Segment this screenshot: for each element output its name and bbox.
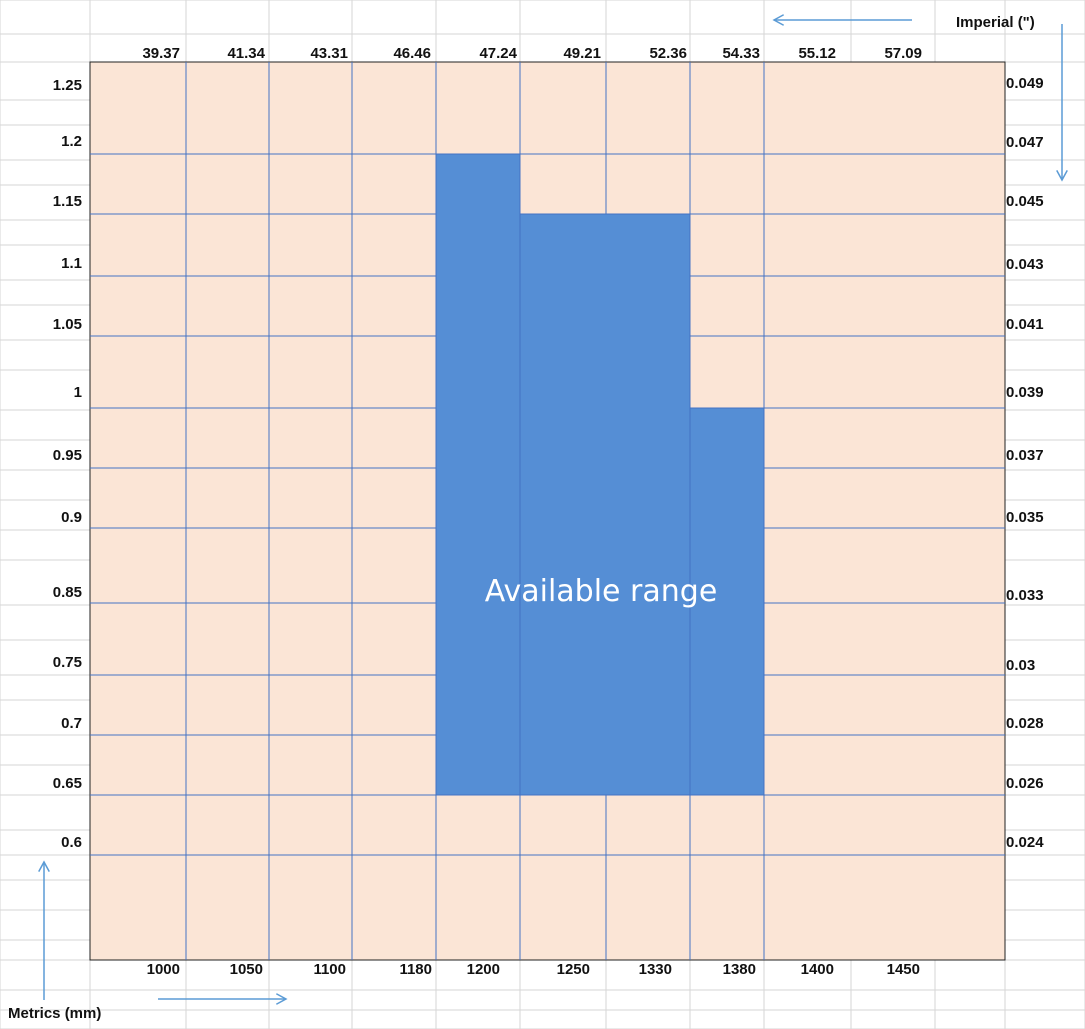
metric-x-tick: 1330: [638, 961, 672, 978]
imperial-x-tick: 39.37: [142, 45, 180, 62]
available-range-label: Available range: [484, 574, 718, 609]
imperial-y-tick: 0.033: [1006, 587, 1044, 604]
imperial-y-tick: 0.047: [1006, 134, 1044, 151]
imperial-down-arrow-head: [1056, 169, 1068, 182]
available-range-fill: [690, 408, 764, 795]
metric-y-tick: 1.15: [52, 193, 82, 210]
imperial-y-tick: 0.026: [1006, 775, 1044, 792]
imperial-x-tick: 43.31: [310, 45, 348, 62]
imperial-x-tick: 47.24: [479, 45, 517, 62]
metric-x-tick: 1400: [800, 961, 834, 978]
imperial-y-tick: 0.028: [1006, 715, 1044, 732]
imperial-y-tick: 0.03: [1006, 657, 1036, 674]
imperial-y-tick: 0.045: [1006, 193, 1044, 210]
metric-y-tick: 0.6: [61, 834, 82, 851]
metric-y-tick: 0.95: [52, 447, 82, 464]
available-range-fill: [436, 154, 520, 795]
metric-y-tick: 1.2: [61, 133, 82, 150]
metric-x-tick: 1100: [313, 961, 346, 978]
imperial-y-tick: 0.043: [1006, 256, 1044, 273]
imperial-y-tick: 0.037: [1006, 447, 1044, 464]
imperial-x-tick: 41.34: [227, 45, 265, 62]
metric-x-tick: 1450: [886, 961, 920, 978]
metric-y-tick: 0.9: [61, 509, 82, 526]
imperial-left-arrow-head: [772, 14, 785, 26]
imperial-y-tick: 0.024: [1006, 834, 1044, 851]
imperial-y-tick: 0.035: [1006, 509, 1044, 526]
available-range-fill: [520, 214, 690, 795]
metrics-axis-title: Metrics (mm): [8, 1005, 102, 1022]
metric-y-tick: 1.1: [61, 255, 82, 272]
imperial-axis-title: Imperial ("): [956, 14, 1035, 31]
metric-x-tick: 1380: [722, 961, 756, 978]
imperial-x-tick: 49.21: [563, 45, 601, 62]
metric-y-tick: 0.7: [61, 715, 82, 732]
imperial-y-tick: 0.041: [1006, 316, 1044, 333]
metric-y-tick: 1.05: [52, 316, 82, 333]
imperial-x-tick: 54.33: [722, 45, 760, 62]
metric-up-arrow-head: [38, 860, 50, 873]
metric-x-tick: 1250: [556, 961, 590, 978]
metric-x-tick: 1000: [146, 961, 180, 978]
imperial-x-tick: 46.46: [393, 45, 431, 62]
metric-y-tick: 0.85: [52, 584, 82, 601]
imperial-x-tick: 52.36: [649, 45, 687, 62]
metric-y-tick: 0.65: [52, 775, 82, 792]
metric-x-tick: 1200: [466, 961, 500, 978]
metric-y-tick: 1.25: [52, 77, 82, 94]
metric-y-tick: 1: [73, 384, 82, 401]
metric-right-arrow-head: [275, 993, 288, 1005]
metric-x-tick: 1180: [399, 961, 432, 978]
metric-y-tick: 0.75: [52, 654, 82, 671]
imperial-y-tick: 0.039: [1006, 384, 1044, 401]
imperial-x-tick: 55.12: [798, 45, 836, 62]
imperial-y-tick: 0.049: [1006, 75, 1044, 92]
metric-x-tick: 1050: [229, 961, 263, 978]
imperial-x-tick: 57.09: [884, 45, 922, 62]
